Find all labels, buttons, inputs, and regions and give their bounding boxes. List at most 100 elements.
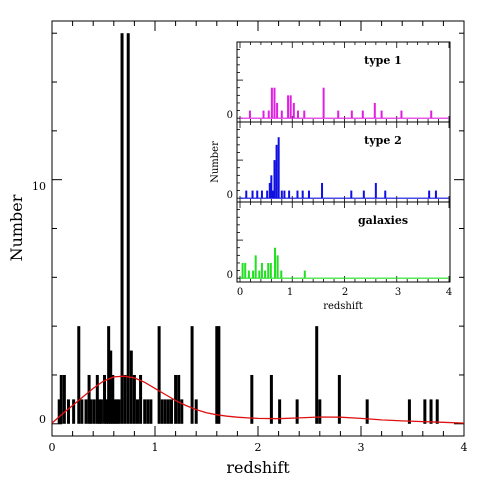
main-bar xyxy=(103,374,107,424)
main-bar xyxy=(166,399,170,424)
main-bar xyxy=(160,399,164,424)
inset-bar xyxy=(268,182,271,199)
inset-bar xyxy=(296,110,299,119)
main-bar xyxy=(59,374,63,424)
main-bar xyxy=(120,33,124,424)
inset-bar xyxy=(321,182,324,199)
inset-bar xyxy=(274,247,277,279)
main-curve-layer xyxy=(51,375,465,424)
inset-x-tick-label: 3 xyxy=(395,287,401,298)
inset-bar xyxy=(252,270,255,279)
main-bar xyxy=(174,374,178,424)
main-bar xyxy=(66,399,70,424)
main-bar xyxy=(278,399,282,424)
inset-bar xyxy=(273,160,276,199)
inset-type2-y-tick-label: 0 xyxy=(227,190,233,201)
inset-bar xyxy=(244,262,247,279)
main-bar xyxy=(92,399,96,424)
inset-bar xyxy=(350,190,353,199)
main-bar xyxy=(84,399,88,424)
inset-bar xyxy=(266,190,269,199)
inset-bar xyxy=(288,190,291,199)
inset-bar xyxy=(296,190,299,199)
inset-galaxies-bars xyxy=(240,247,449,279)
main-bar xyxy=(250,374,254,424)
inset-bar xyxy=(262,110,265,119)
inset-bar xyxy=(270,87,273,119)
inset-bar xyxy=(428,190,431,199)
inset-bar xyxy=(258,270,261,279)
main-bar xyxy=(109,350,113,424)
main-bar xyxy=(115,399,119,424)
main-histogram-bars xyxy=(57,33,439,424)
main-bar xyxy=(99,399,103,424)
inset-bar xyxy=(260,190,263,199)
main-bar xyxy=(190,326,194,424)
inset-x-tick-label: 4 xyxy=(446,287,452,298)
main-bar xyxy=(146,399,150,424)
main-x-axis-title: redshift xyxy=(226,458,290,477)
main-y-axis-title: Number xyxy=(7,194,26,261)
inset-x-tick-label: 2 xyxy=(342,287,348,298)
inset-type1-y-tick-label: 0 xyxy=(227,110,233,121)
main-y-tick-label: 0 xyxy=(39,413,46,426)
main-y-tick-label: 10 xyxy=(32,180,46,193)
main-bar xyxy=(113,399,117,424)
main-bar xyxy=(429,399,433,424)
inset-bar xyxy=(269,262,272,279)
inset-bar xyxy=(276,255,279,279)
inset-bar xyxy=(277,137,280,199)
inset-type1-bars xyxy=(240,87,449,119)
main-bar xyxy=(97,399,101,424)
main-bar xyxy=(89,399,93,424)
inset-bar xyxy=(280,190,283,199)
inset-bar xyxy=(289,95,292,119)
inset-bar xyxy=(254,255,257,279)
inset-bar xyxy=(373,102,376,119)
inset-y-axis-title: Number xyxy=(210,141,221,183)
main-bar xyxy=(62,374,66,424)
main-bar xyxy=(315,326,319,424)
inset-x-axis-title: redshift xyxy=(323,301,363,312)
inset-bar xyxy=(434,190,437,199)
inset-bar xyxy=(280,110,283,119)
inset-bar xyxy=(273,87,276,119)
inset-bar xyxy=(380,110,383,119)
main-bar xyxy=(365,399,369,424)
inset-bar xyxy=(267,262,270,279)
inset-bar xyxy=(247,270,250,279)
main-bar xyxy=(129,350,133,424)
inset-bar xyxy=(322,87,325,119)
inset-bar xyxy=(362,190,365,199)
inset-bar xyxy=(283,190,286,199)
main-bar xyxy=(217,326,221,424)
inset-bar xyxy=(275,144,278,199)
main-bar xyxy=(423,399,427,424)
inset-panel-galaxies: galaxies 0 0 1 2 3 4 redshift xyxy=(227,201,452,312)
main-x-tick-label: 4 xyxy=(461,441,468,454)
main-smoothed-curve xyxy=(51,375,465,424)
inset-bar xyxy=(400,110,403,119)
inset-bar xyxy=(245,190,248,199)
inset-bar xyxy=(270,175,273,199)
main-bar xyxy=(318,399,322,424)
inset-bar xyxy=(350,110,353,119)
inset-bar xyxy=(384,190,387,199)
main-x-tick-label: 2 xyxy=(255,441,262,454)
inset-bar xyxy=(303,270,306,279)
inset-bar xyxy=(303,110,306,119)
inset-background xyxy=(237,42,450,282)
main-bar xyxy=(57,399,61,424)
main-bar xyxy=(337,374,341,424)
main-bar xyxy=(169,399,173,424)
main-bar xyxy=(117,399,121,424)
inset-galaxies-frame xyxy=(236,201,451,283)
inset-bar xyxy=(271,190,274,199)
inset-bar xyxy=(264,270,267,279)
inset-bar xyxy=(276,102,279,119)
main-bar xyxy=(87,374,91,424)
main-histogram-panel: 0 1 2 3 4 0 10 redshift Number xyxy=(7,20,468,477)
main-bar xyxy=(80,399,84,424)
main-axis-ticks xyxy=(51,21,465,436)
